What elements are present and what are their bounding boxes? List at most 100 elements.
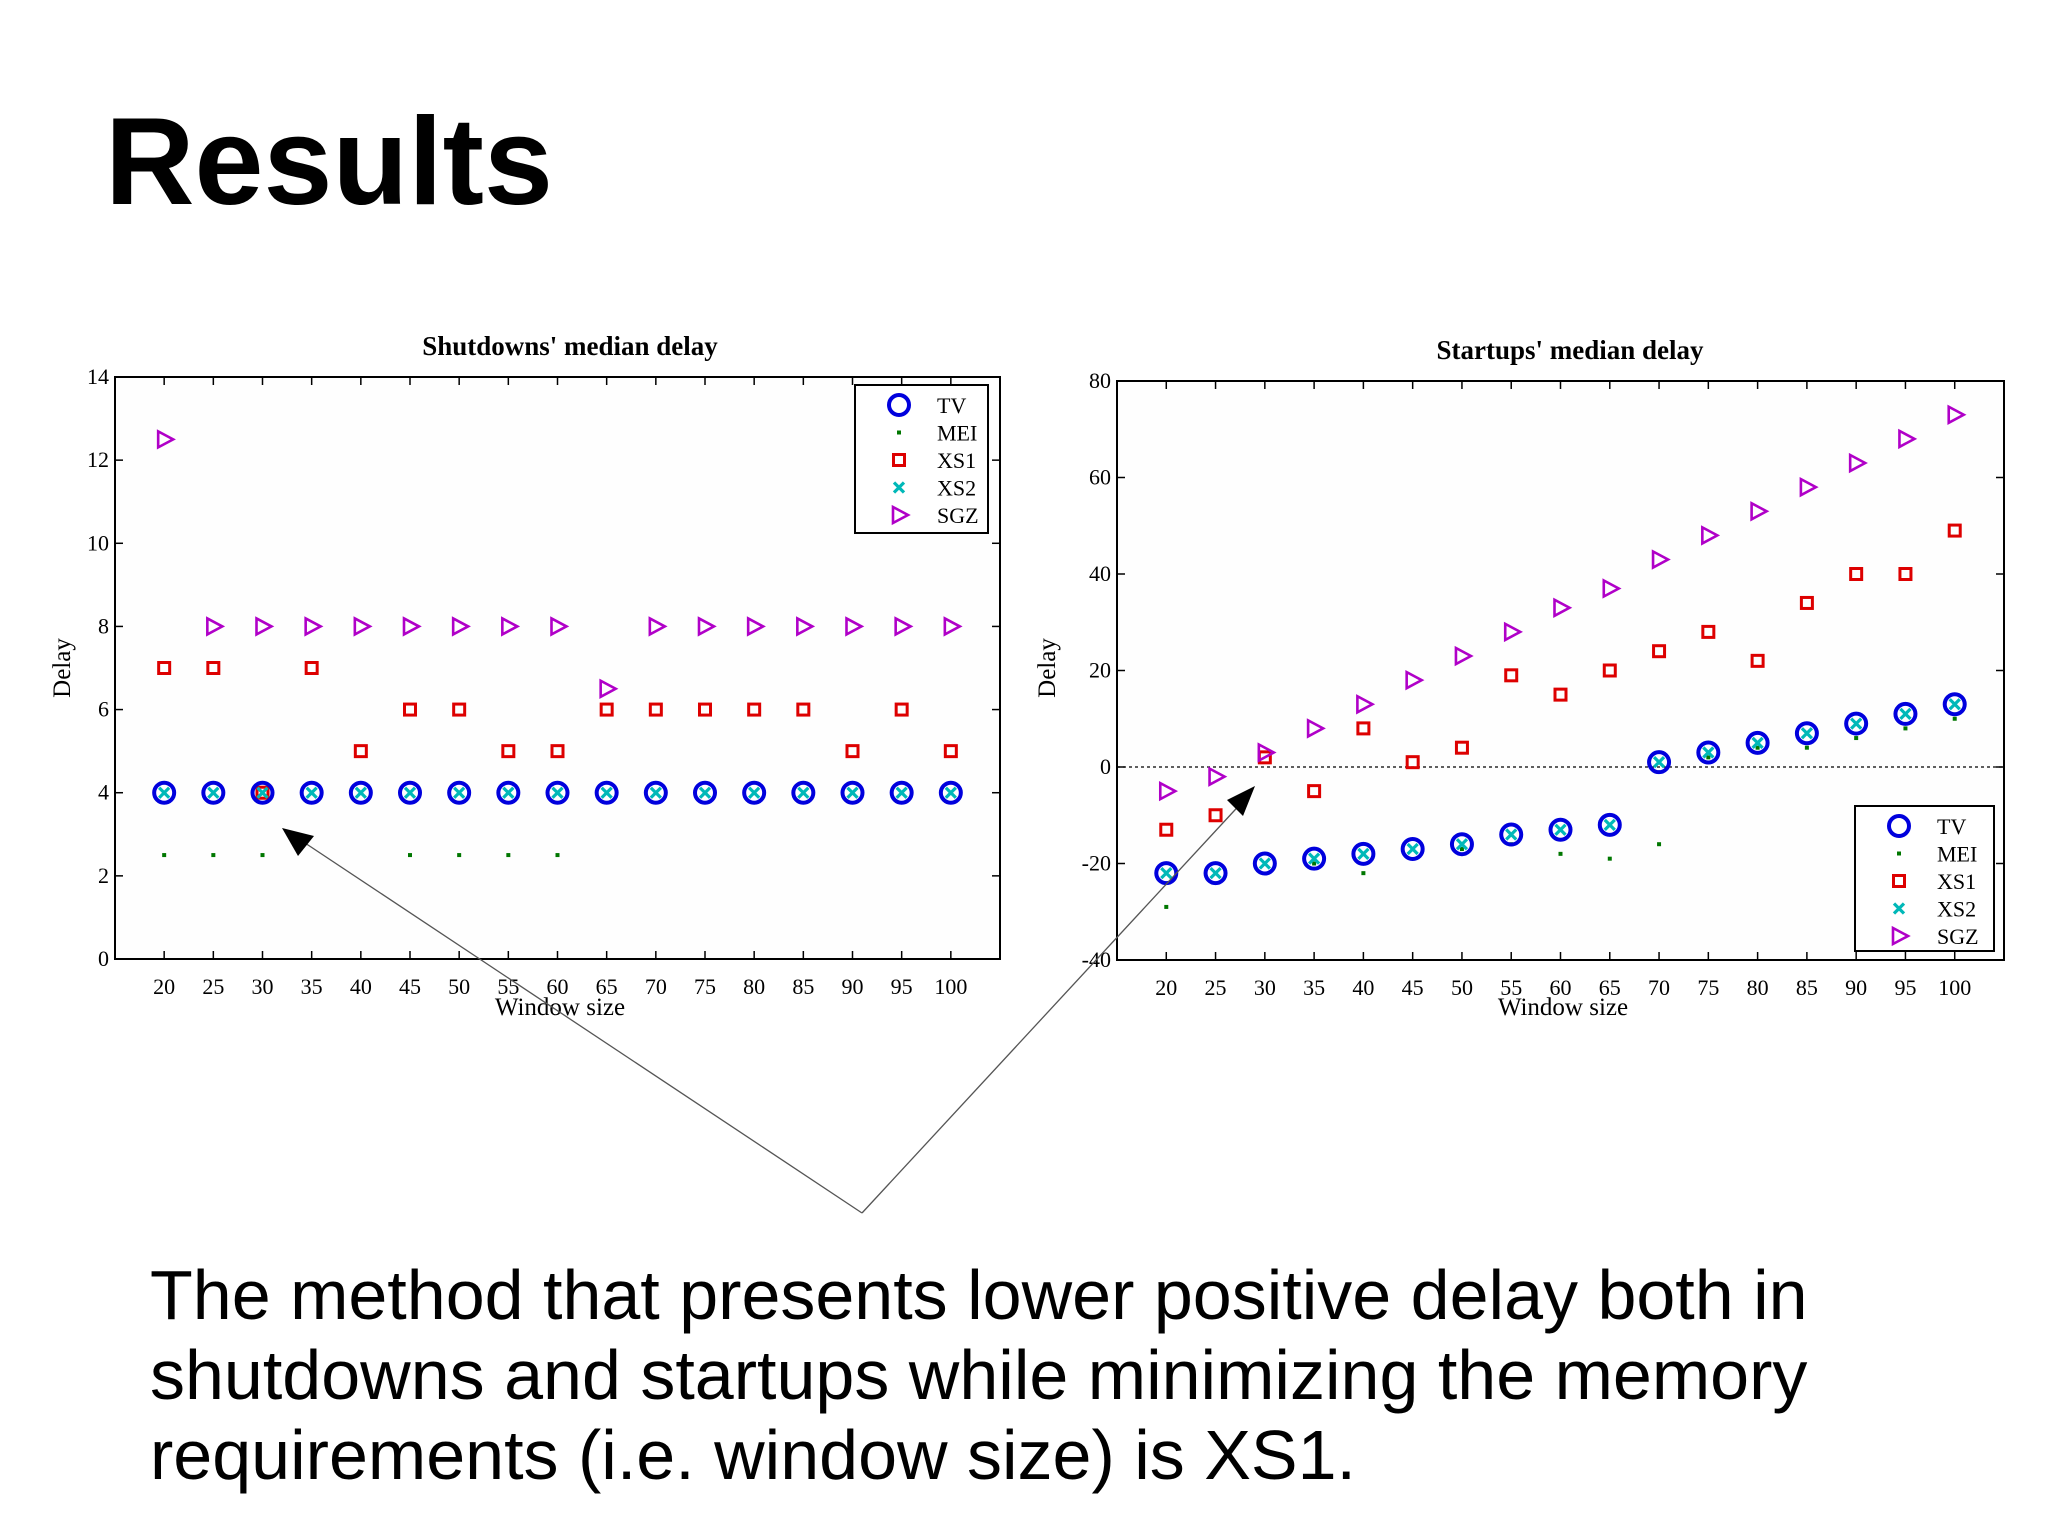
- marker-xs2: [256, 786, 269, 799]
- marker-tv: [152, 780, 177, 805]
- x-tick-label: 35: [301, 974, 323, 999]
- y-tick-label: 6: [98, 697, 109, 722]
- marker-xs2: [158, 786, 171, 799]
- marker-tv: [398, 780, 422, 805]
- marker-tv: [1400, 837, 1425, 862]
- marker-mei: [1706, 755, 1711, 760]
- marker-sgz: [206, 616, 226, 637]
- marker-sgz: [255, 616, 275, 637]
- annotation-line: [295, 836, 863, 1214]
- marker-xs2: [797, 786, 810, 799]
- x-tick-label: 55: [497, 974, 519, 999]
- x-tick-label: 25: [202, 974, 224, 999]
- marker-mei: [506, 853, 511, 858]
- marker-xs1: [1602, 663, 1617, 678]
- marker-xs1: [501, 744, 516, 759]
- marker-xs2: [453, 786, 466, 799]
- marker-sgz: [1503, 621, 1523, 643]
- x-tick-label: 65: [1599, 975, 1621, 1000]
- marker-xs2: [1307, 852, 1321, 865]
- x-tick-label: 70: [1648, 975, 1670, 1000]
- marker-mei: [1312, 861, 1317, 866]
- annotation-arrows: [282, 786, 1255, 1214]
- marker-xs2: [502, 786, 515, 799]
- x-tick-label: 40: [1352, 975, 1374, 1000]
- legend-label: SGZ: [1937, 924, 1979, 949]
- marker-sgz: [402, 616, 422, 637]
- marker-mei: [1459, 847, 1464, 852]
- annotation-line: [861, 797, 1247, 1214]
- x-tick-label: 45: [399, 974, 421, 999]
- marker-tv: [791, 780, 816, 805]
- marker-tv: [348, 780, 373, 805]
- marker-mei: [457, 853, 462, 858]
- marker-xs1: [403, 702, 417, 717]
- marker-tv: [201, 780, 226, 805]
- marker-tv: [1302, 846, 1327, 871]
- marker-xs1: [1849, 567, 1864, 581]
- marker-sgz: [451, 616, 471, 637]
- marker-xs2: [1603, 818, 1616, 832]
- x-tick-label: 50: [1451, 975, 1473, 1000]
- marker-xs1: [1504, 668, 1519, 683]
- marker-mei: [1854, 736, 1859, 741]
- body-line: requirements (i.e. window size) is XS1.: [150, 1416, 1356, 1494]
- marker-sgz: [1158, 780, 1179, 802]
- marker-sgz: [353, 616, 373, 637]
- marker-sgz: [796, 616, 816, 637]
- y-tick-label: 12: [87, 447, 109, 472]
- marker-tv: [545, 780, 570, 805]
- marker-xs1: [206, 661, 221, 675]
- marker-tv: [1844, 711, 1869, 736]
- marker-sgz: [648, 616, 668, 637]
- marker-xs1: [1405, 755, 1420, 770]
- marker-tv: [1887, 814, 1911, 838]
- marker-tv: [1449, 832, 1474, 857]
- marker-xs1: [1701, 624, 1716, 639]
- marker-tv: [1794, 721, 1819, 746]
- marker-mei: [260, 853, 265, 858]
- plot-frame: [114, 376, 1001, 960]
- marker-xs2: [944, 786, 957, 799]
- chart-title: Shutdowns' median delay: [422, 331, 718, 361]
- marker-sgz: [304, 616, 324, 637]
- marker-xs2: [403, 786, 417, 799]
- x-axis-label: Window size: [1498, 994, 1628, 1021]
- marker-xs2: [354, 786, 367, 799]
- y-tick-label: 14: [87, 364, 109, 389]
- marker-sgz: [697, 616, 717, 637]
- x-tick-label: 80: [1747, 975, 1769, 1000]
- y-tick-label: 2: [98, 863, 109, 888]
- legend-label: XS1: [937, 448, 976, 473]
- x-tick-label: 80: [743, 974, 765, 999]
- marker-sgz: [1257, 742, 1277, 763]
- x-tick-label: 90: [842, 974, 864, 999]
- y-tick-label: 4: [98, 780, 109, 805]
- marker-sgz: [1848, 452, 1868, 474]
- marker-sgz: [1750, 501, 1770, 522]
- marker-xs2: [1892, 902, 1906, 915]
- marker-xs1: [943, 744, 958, 759]
- x-axis-label: Window size: [495, 994, 625, 1021]
- marker-mei: [555, 853, 560, 858]
- marker-mei: [408, 853, 412, 858]
- marker-sgz: [1602, 578, 1622, 599]
- legend-label: MEI: [1937, 842, 1977, 867]
- y-tick-label: 20: [1089, 658, 1111, 683]
- x-tick-label: 20: [153, 974, 175, 999]
- x-tick-label: 100: [1938, 975, 1971, 1000]
- marker-xs2: [207, 786, 220, 799]
- marker-xs2: [1258, 857, 1271, 870]
- marker-mei: [1558, 851, 1563, 856]
- marker-xs2: [895, 786, 908, 799]
- marker-tv: [1893, 701, 1918, 726]
- marker-xs1: [845, 744, 860, 759]
- marker-xs2: [1751, 736, 1764, 750]
- marker-xs1: [1892, 874, 1906, 888]
- marker-xs2: [846, 786, 859, 799]
- legend-label: XS1: [1937, 869, 1976, 894]
- marker-tv: [938, 780, 963, 805]
- y-tick-label: 0: [1100, 754, 1111, 779]
- marker-sgz: [156, 429, 176, 450]
- marker-xs2: [1554, 823, 1567, 836]
